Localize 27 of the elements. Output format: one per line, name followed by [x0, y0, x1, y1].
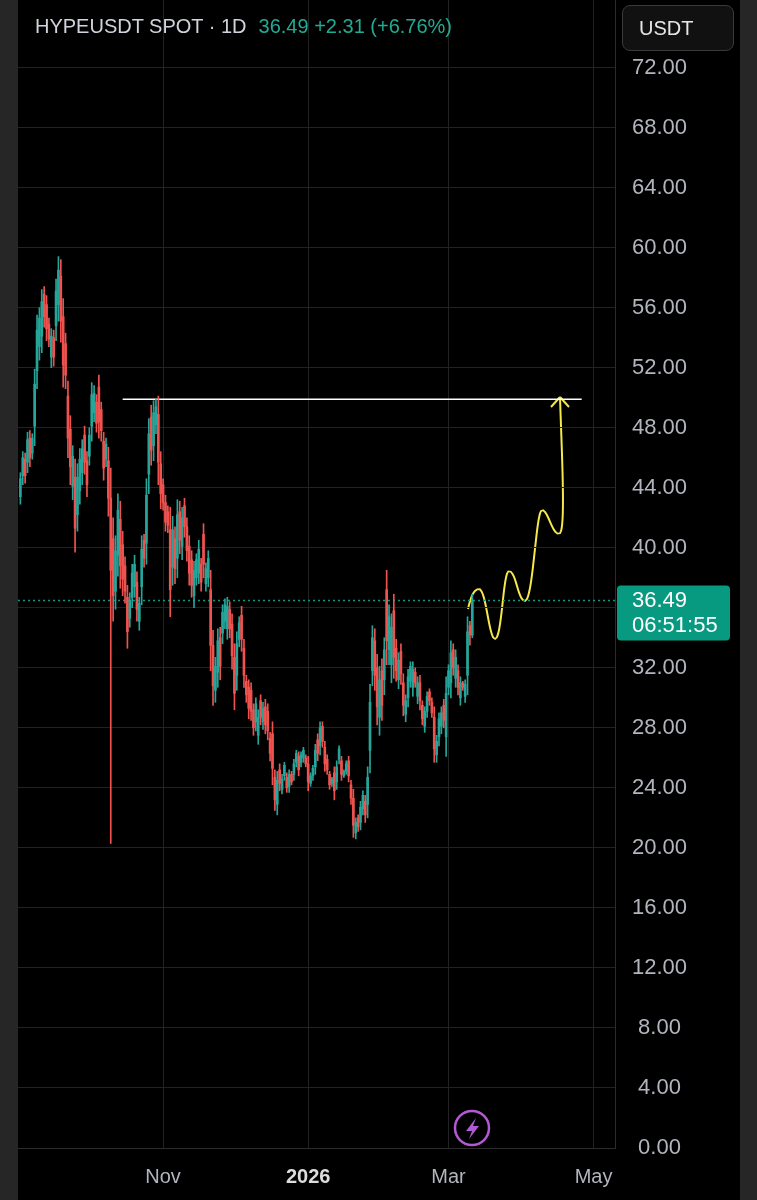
x-tick-label: Mar	[431, 1164, 467, 1187]
y-tick-label: 8.00	[638, 1014, 681, 1040]
y-tick-label: 16.00	[632, 893, 688, 919]
y-tick-label: 20.00	[632, 833, 688, 859]
y-tick-label: 4.00	[638, 1074, 681, 1100]
y-tick-label: 48.00	[632, 413, 688, 439]
y-tick-label: 0.00	[638, 1134, 681, 1160]
text: HYPEUSDT SPOT · 1D	[35, 15, 247, 37]
text: 36.49 +2.31 (+6.76%)	[258, 15, 453, 37]
x-tick-label: Nov	[145, 1164, 181, 1187]
y-tick-label: 64.00	[632, 173, 688, 199]
y-tick-label: 56.00	[632, 293, 688, 319]
y-tick-label: 44.00	[632, 473, 688, 499]
x-tick-label: May	[574, 1164, 613, 1187]
y-tick-label: 72.00	[632, 53, 688, 79]
y-tick-label: 60.00	[632, 233, 688, 259]
y-tick-label: 12.00	[632, 953, 688, 979]
y-tick-label: 68.00	[632, 113, 688, 139]
y-tick-label: 28.00	[632, 713, 688, 739]
ref-line-label: 36.49	[632, 587, 688, 613]
y-tick-label: 24.00	[632, 773, 688, 799]
y-tick-label: 40.00	[632, 533, 688, 559]
y-axis-title: USDT	[622, 5, 734, 51]
x-tick-label: 2026	[285, 1164, 331, 1187]
text: 06:51:55	[632, 612, 718, 638]
y-tick-label: 32.00	[632, 653, 688, 679]
y-tick-label: 52.00	[632, 353, 688, 379]
